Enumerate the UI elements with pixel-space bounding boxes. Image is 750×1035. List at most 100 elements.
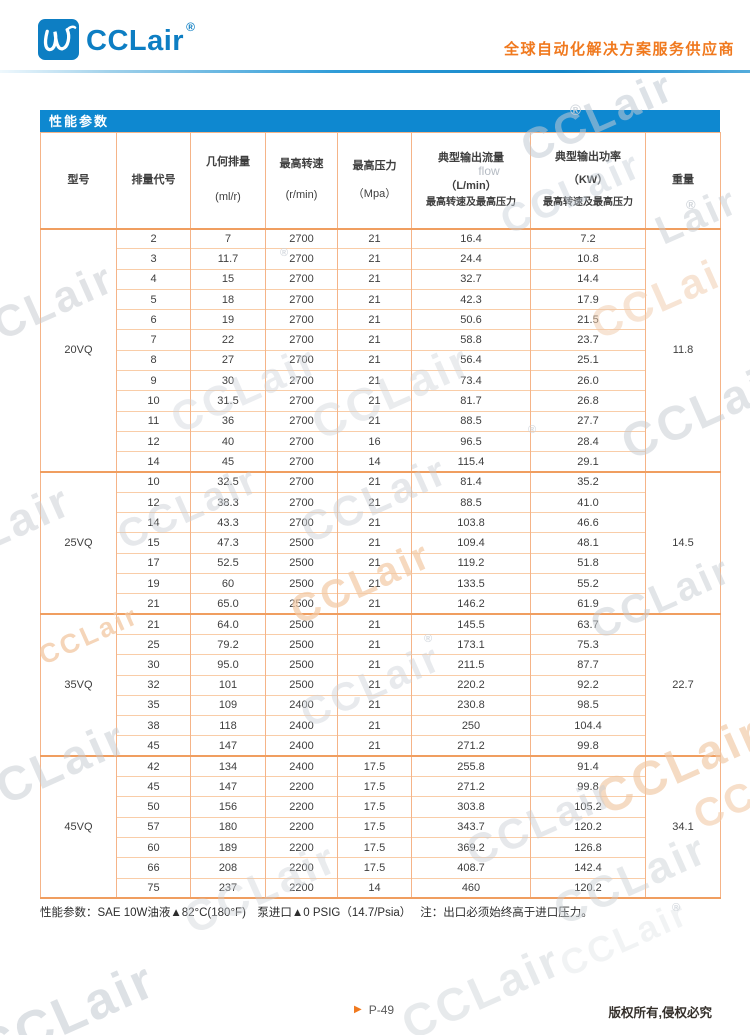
col-header-unit: （Mpa） <box>352 187 397 200</box>
table-cell: 271.2 <box>411 735 531 757</box>
col-header-model: 型号 <box>40 132 117 230</box>
table-cell: 2700 <box>265 268 338 290</box>
table-row: 66 208 2200 17.5 408.7 142.4 <box>41 857 721 878</box>
table-row: 12 40 2700 16 96.5 28.4 <box>41 430 721 452</box>
table-cell: 42 <box>116 755 191 777</box>
table-cell: 22 <box>190 329 266 351</box>
table-cell: 99.8 <box>530 735 646 757</box>
model-cell: 25VQ <box>40 471 117 615</box>
table-cell: 408.7 <box>411 857 531 878</box>
table-cell: 250 <box>411 715 531 736</box>
table-cell: 42.3 <box>411 288 531 310</box>
table-cell: 2700 <box>265 349 338 371</box>
table-cell: 21 <box>337 349 412 371</box>
table-cell: 17.5 <box>337 836 412 858</box>
table-cell: 56.4 <box>411 349 531 371</box>
table-header-row: 型号 排量代号 几何排量 (ml/r) 最高转速 (r/min) 最高压力 （M… <box>40 132 721 230</box>
table-cell: 2400 <box>265 715 338 736</box>
table-cell: 36 <box>190 410 266 432</box>
table-cell: 230.8 <box>411 694 531 716</box>
table-cell: 115.4 <box>411 451 531 473</box>
table-cell: 21 <box>337 288 412 310</box>
table-cell: 21 <box>116 593 191 615</box>
table-row: 57 180 2200 17.5 343.7 120.2 <box>41 816 721 838</box>
table-row: 45VQ 42 134 2400 17.5 255.8 91.4 34.1 <box>40 755 721 899</box>
table-cell: 2700 <box>265 512 338 533</box>
table-cell: 2200 <box>265 796 338 818</box>
table-row: 11 36 2700 21 88.5 27.7 <box>41 410 721 432</box>
table-cell: 17.5 <box>337 776 412 797</box>
table-cell: 133.5 <box>411 573 531 594</box>
table-cell: 17.9 <box>530 288 646 310</box>
col-header-unit: (r/min) <box>285 189 318 202</box>
table-cell: 146.2 <box>411 593 531 615</box>
table-cell: 35 <box>116 694 191 716</box>
table-cell: 2200 <box>265 836 338 858</box>
table-row: 17 52.5 2500 21 119.2 51.8 <box>41 552 721 574</box>
table-cell: 2200 <box>265 816 338 838</box>
table-cell: 3 <box>116 248 191 270</box>
table-cell: 45 <box>116 735 191 757</box>
col-header-label: 最高转速 <box>279 158 324 171</box>
table-cell: 10.8 <box>530 248 646 270</box>
table-cell: 12 <box>116 491 191 513</box>
table-cell: 7.2 <box>530 227 646 249</box>
table-cell: 173.1 <box>411 633 531 655</box>
table-cell: 6 <box>116 309 191 330</box>
col-header-typical-output-power: 典型输出功率 （KW） 最高转速及最高压力 <box>530 132 646 230</box>
table-cell: 60 <box>116 836 191 858</box>
table-cell: 104.4 <box>530 715 646 736</box>
table-cell: 50.6 <box>411 309 531 330</box>
table-row: 9 30 2700 21 73.4 26.0 <box>41 370 721 391</box>
table-cell: 21 <box>337 471 412 493</box>
table-cell: 21 <box>116 613 191 635</box>
table-cell: 92.2 <box>530 674 646 696</box>
col-header-label: 典型输出功率 <box>555 151 621 164</box>
table-cell: 21 <box>337 410 412 432</box>
table-cell: 14 <box>116 451 191 473</box>
table-cell: 237 <box>190 877 266 899</box>
table-cell: 32.5 <box>190 471 266 493</box>
weight-cell: 11.8 <box>645 227 721 473</box>
table-cell: 460 <box>411 877 531 899</box>
table-cell: 12 <box>116 430 191 452</box>
table-cell: 21 <box>337 309 412 330</box>
table-cell: 21 <box>337 370 412 391</box>
weight-cell: 14.5 <box>645 471 721 615</box>
section-title-bar: 性能参数 <box>40 110 720 132</box>
registered-mark-icon: ® <box>186 20 195 34</box>
table-cell: 145.5 <box>411 613 531 635</box>
page-number-label: P-49 <box>368 1003 395 1017</box>
section-title: 性能参数 <box>49 114 110 129</box>
col-header-label: 典型输出流量 <box>438 151 504 164</box>
col-header-condition: 最高转速及最高压力 <box>543 197 633 209</box>
table-cell: 30 <box>116 654 191 676</box>
table-cell: 343.7 <box>411 816 531 838</box>
col-header-max-speed: 最高转速 (r/min) <box>265 132 338 230</box>
table-cell: 134 <box>190 755 266 777</box>
table-cell: 58.8 <box>411 329 531 351</box>
logo-text: CCLair <box>86 25 185 57</box>
table-cell: 2700 <box>265 491 338 513</box>
table-cell: 7 <box>116 329 191 351</box>
table-row: 7 22 2700 21 58.8 23.7 <box>41 329 721 351</box>
table-cell: 21 <box>337 654 412 676</box>
table-cell: 2 <box>116 227 191 249</box>
table-cell: 46.6 <box>530 512 646 533</box>
col-header-label: 型号 <box>67 173 90 186</box>
table-row: 25VQ 10 32.5 2700 21 81.4 35.2 14.5 <box>40 471 721 615</box>
logo-mark-icon <box>38 19 79 60</box>
table-cell: 25.1 <box>530 349 646 371</box>
table-cell: 81.4 <box>411 471 531 493</box>
table-cell: 21 <box>337 268 412 290</box>
table-cell: 88.5 <box>411 410 531 432</box>
table-cell: 99.8 <box>530 776 646 797</box>
watermark-text: CCLair <box>393 933 570 1035</box>
table-cell: 32 <box>116 674 191 696</box>
table-cell: 14.4 <box>530 268 646 290</box>
weight-cell: 34.1 <box>645 755 721 899</box>
table-row: 50 156 2200 17.5 303.8 105.2 <box>41 796 721 818</box>
table-cell: 147 <box>190 776 266 797</box>
model-cell: 45VQ <box>40 755 117 899</box>
table-cell: 21 <box>337 593 412 615</box>
